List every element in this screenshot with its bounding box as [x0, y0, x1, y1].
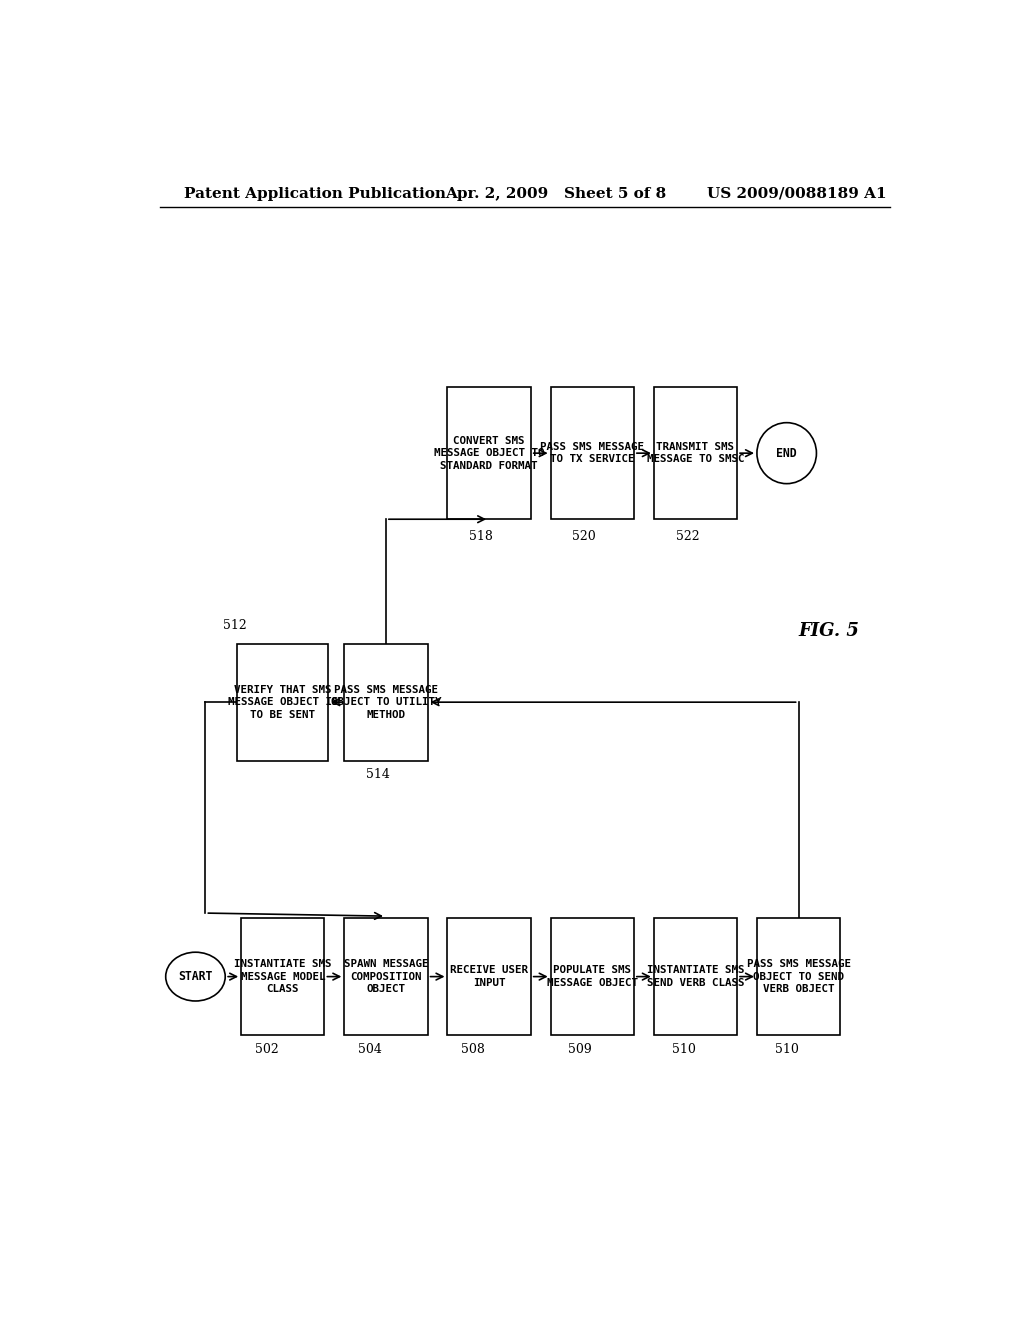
Text: FIG. 5: FIG. 5 — [799, 622, 859, 640]
Text: START: START — [178, 970, 213, 983]
Text: 522: 522 — [676, 529, 699, 543]
Bar — [344, 644, 428, 760]
Bar — [757, 919, 841, 1035]
Text: PASS SMS MESSAGE
OBJECT TO SEND
VERB OBJECT: PASS SMS MESSAGE OBJECT TO SEND VERB OBJ… — [746, 960, 851, 994]
Text: 508: 508 — [462, 1043, 485, 1056]
Text: 520: 520 — [572, 529, 596, 543]
Bar — [653, 919, 737, 1035]
Text: 502: 502 — [255, 1043, 279, 1056]
Text: 504: 504 — [358, 1043, 382, 1056]
Bar — [344, 919, 428, 1035]
Bar — [653, 387, 737, 519]
Text: US 2009/0088189 A1: US 2009/0088189 A1 — [708, 187, 887, 201]
Text: 509: 509 — [568, 1043, 592, 1056]
Text: 510: 510 — [775, 1043, 799, 1056]
Text: CONVERT SMS
MESSAGE OBJECT TO
STANDARD FORMAT: CONVERT SMS MESSAGE OBJECT TO STANDARD F… — [434, 436, 545, 470]
Text: END: END — [776, 446, 797, 459]
Bar — [551, 387, 634, 519]
Text: 518: 518 — [469, 529, 494, 543]
Ellipse shape — [166, 952, 225, 1001]
Text: INSTANTIATE SMS
SEND VERB CLASS: INSTANTIATE SMS SEND VERB CLASS — [647, 965, 744, 987]
Text: PASS SMS MESSAGE
TO TX SERVICE: PASS SMS MESSAGE TO TX SERVICE — [541, 442, 644, 465]
Text: 514: 514 — [367, 768, 390, 781]
Text: INSTANTIATE SMS
MESSAGE MODEL
CLASS: INSTANTIATE SMS MESSAGE MODEL CLASS — [234, 960, 332, 994]
Bar — [447, 387, 530, 519]
Bar — [551, 919, 634, 1035]
Bar — [238, 644, 329, 760]
Bar — [241, 919, 325, 1035]
Text: POPULATE SMS
MESSAGE OBJECT: POPULATE SMS MESSAGE OBJECT — [547, 965, 638, 987]
Text: 510: 510 — [672, 1043, 695, 1056]
Bar — [447, 919, 530, 1035]
Text: Apr. 2, 2009   Sheet 5 of 8: Apr. 2, 2009 Sheet 5 of 8 — [445, 187, 667, 201]
Text: PASS SMS MESSAGE
OBJECT TO UTILITY
METHOD: PASS SMS MESSAGE OBJECT TO UTILITY METHO… — [331, 685, 441, 719]
Text: VERIFY THAT SMS
MESSAGE OBJECT IS
TO BE SENT: VERIFY THAT SMS MESSAGE OBJECT IS TO BE … — [227, 685, 338, 719]
Text: RECEIVE USER
INPUT: RECEIVE USER INPUT — [451, 965, 528, 987]
Ellipse shape — [757, 422, 816, 483]
Text: SPAWN MESSAGE
COMPOSITION
OBJECT: SPAWN MESSAGE COMPOSITION OBJECT — [344, 960, 428, 994]
Text: Patent Application Publication: Patent Application Publication — [183, 187, 445, 201]
Text: TRANSMIT SMS
MESSAGE TO SMSC: TRANSMIT SMS MESSAGE TO SMSC — [647, 442, 744, 465]
Text: 512: 512 — [223, 619, 247, 632]
